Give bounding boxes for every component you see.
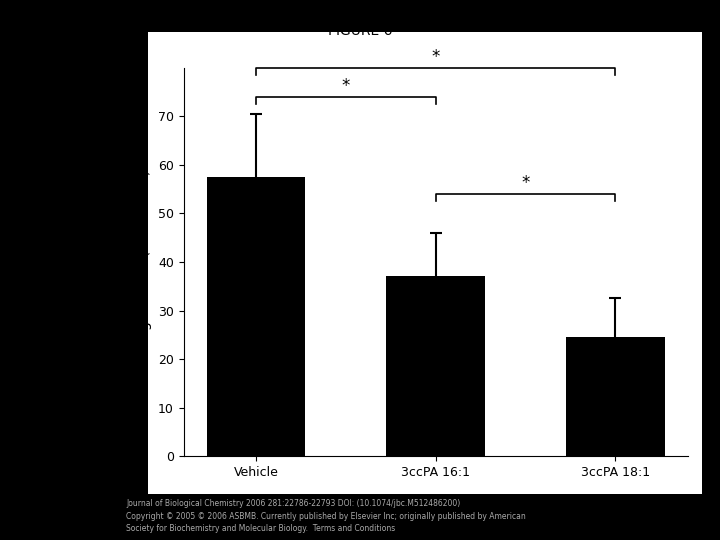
Bar — [207, 177, 305, 456]
Text: *: * — [341, 77, 350, 95]
Text: FIGURE 6: FIGURE 6 — [328, 24, 392, 38]
Bar — [386, 276, 485, 456]
Bar — [566, 337, 665, 456]
Text: Copyright © 2005 © 2006 ASBMB. Currently published by Elsevier Inc; originally p: Copyright © 2005 © 2006 ASBMB. Currently… — [126, 512, 526, 521]
Y-axis label: Lung Nodules (mean ± sd): Lung Nodules (mean ± sd) — [138, 169, 153, 355]
Text: *: * — [431, 48, 440, 66]
Text: Society for Biochemistry and Molecular Biology.  Terms and Conditions: Society for Biochemistry and Molecular B… — [126, 524, 395, 533]
Text: *: * — [521, 174, 530, 192]
Text: Journal of Biological Chemistry 2006 281:22786-22793 DOI: (10.1074/jbc.M51248620: Journal of Biological Chemistry 2006 281… — [126, 500, 460, 509]
